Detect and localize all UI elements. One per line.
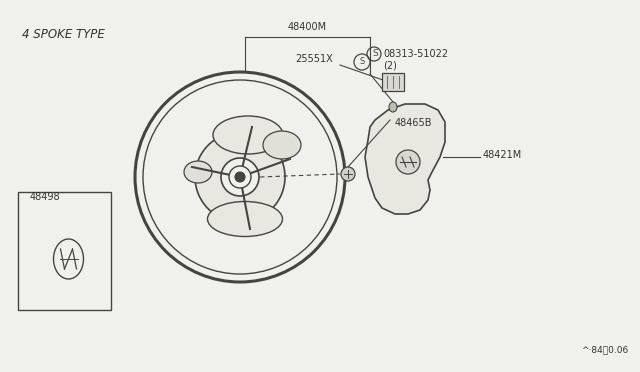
Ellipse shape: [221, 158, 259, 196]
Ellipse shape: [184, 161, 212, 183]
Ellipse shape: [195, 132, 285, 222]
Ellipse shape: [396, 150, 420, 174]
Text: S: S: [372, 49, 378, 58]
Text: 4 SPOKE TYPE: 4 SPOKE TYPE: [22, 28, 105, 41]
Circle shape: [341, 167, 355, 181]
Ellipse shape: [263, 131, 301, 159]
Ellipse shape: [54, 239, 83, 279]
Polygon shape: [365, 104, 445, 214]
Text: 48498: 48498: [30, 192, 61, 202]
Text: S: S: [360, 58, 365, 67]
Text: 48421M: 48421M: [483, 150, 522, 160]
Text: 25551X: 25551X: [295, 54, 333, 64]
Circle shape: [235, 172, 245, 182]
Ellipse shape: [143, 80, 337, 274]
Ellipse shape: [207, 202, 282, 237]
Ellipse shape: [389, 102, 397, 112]
Text: 48465B: 48465B: [395, 118, 433, 128]
Ellipse shape: [229, 166, 251, 188]
Text: 08313-51022: 08313-51022: [383, 49, 448, 59]
FancyBboxPatch shape: [382, 73, 404, 91]
Text: (2): (2): [383, 61, 397, 71]
Bar: [18, 192, 111, 310]
Text: ^·84⁩0.06: ^·84⁩0.06: [580, 345, 628, 354]
Text: 48400M: 48400M: [288, 22, 327, 32]
Ellipse shape: [213, 116, 283, 154]
